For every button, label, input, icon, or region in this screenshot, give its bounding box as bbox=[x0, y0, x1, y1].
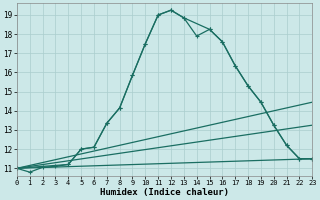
X-axis label: Humidex (Indice chaleur): Humidex (Indice chaleur) bbox=[100, 188, 229, 197]
